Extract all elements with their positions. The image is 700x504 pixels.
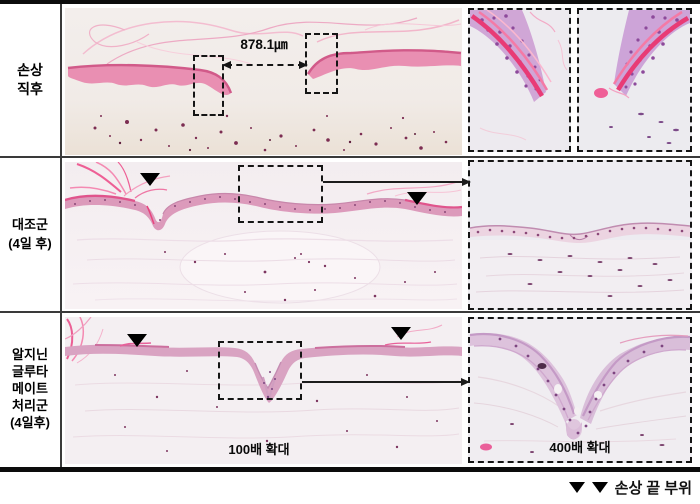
top-border [0,0,700,4]
magnify-arrow-row2 [323,177,471,186]
row-separator-1 [0,156,700,158]
gap-measurement-label: 878.1㎛ [240,37,288,52]
wound-edge-roi-left [193,55,224,116]
row-label-control: 대조군 (4일 후) [0,158,60,311]
row-label-line: 글루타 [12,364,48,380]
wound-edge-marker-icon [391,327,411,340]
magnify-arrow-row3 [302,377,470,386]
bottom-border [0,467,700,472]
wound-edge-marker-icon [140,173,160,186]
arrowhead-right-icon [461,377,470,386]
magnification-100-label: 100배 확대 [228,442,290,457]
wound-edge-marker-icon [568,481,585,493]
label-column-divider [60,4,62,467]
magnified-panel-row3 [468,317,692,463]
wound-edge-marker-icon [591,481,608,493]
arrowhead-right-icon [299,60,308,69]
wound-edge-marker-icon [127,334,147,347]
magnification-400-label: 400배 확대 [549,440,611,455]
row-label-injury: 손상 직후 [0,4,60,156]
arrowhead-left-icon [222,60,231,69]
wound-edge-marker-icon [407,192,427,205]
wound-edge-roi-right [305,33,338,94]
histology-400x-row1-left [470,10,569,150]
row-label-line: 손상 [17,62,43,79]
micrograph-100x-row2 [65,162,462,309]
roi-box-row2 [238,165,323,223]
row-label-line: (4일 후) [8,235,52,251]
row-label-line: 메이트 [12,381,48,397]
micrograph-100x-row1 [65,8,462,155]
histology-100x-row2 [65,162,462,309]
row-label-line: (4일후) [10,414,50,430]
legend-text: 손상 끝 부위 [614,479,692,497]
row-separator-2 [0,311,700,313]
histology-400x-row2 [470,162,690,308]
magnified-panel-row1-left [468,8,571,152]
row-label-line: 직후 [17,81,43,97]
histology-400x-row3 [470,319,690,461]
figure-legend: 손상 끝 부위 [440,474,692,500]
gap-measurement-arrow [222,60,308,69]
row-label-line: 알지닌 [12,347,48,363]
row-label-treated: 알지닌 글루타 메이트 처리군 (4일후) [0,313,60,466]
histology-100x-row1 [65,8,462,155]
arrowhead-right-icon [462,177,471,186]
magnified-panel-row1-right [577,8,692,152]
histology-400x-row1-right [579,10,690,150]
row-label-line: 처리군 [12,397,48,413]
row-label-line: 대조군 [12,217,48,233]
magnified-panel-row2 [468,160,692,310]
roi-box-row3 [218,341,302,400]
